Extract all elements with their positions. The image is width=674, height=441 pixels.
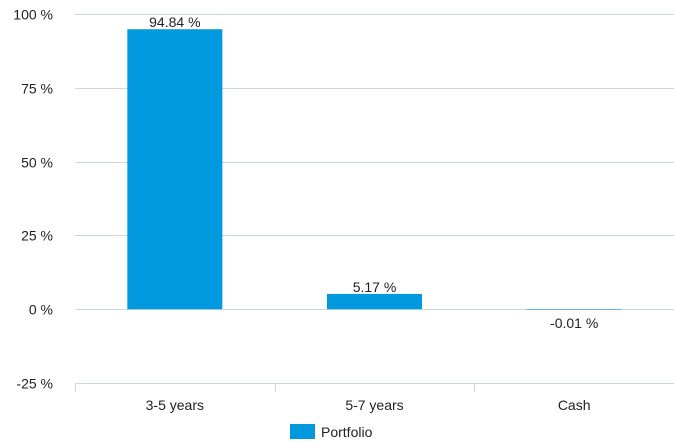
bar-cash[interactable]	[526, 309, 622, 310]
y-tick-label: -25 %	[16, 376, 53, 392]
y-tick-label: 25 %	[21, 228, 53, 244]
data-label: 94.84 %	[149, 14, 200, 30]
data-label: -0.01 %	[550, 315, 598, 331]
bar-3-5-years[interactable]	[127, 29, 223, 310]
x-axis: 3-5 years 5-7 years Cash	[75, 383, 591, 413]
y-tick-label: 0 %	[29, 302, 53, 318]
y-tick-label: 50 %	[21, 155, 53, 171]
legend-label: Portfolio	[321, 424, 373, 440]
bars	[127, 29, 622, 310]
legend-swatch	[290, 424, 315, 439]
y-tick-label: 100 %	[13, 7, 53, 23]
data-label: 5.17 %	[353, 279, 397, 295]
y-axis-tick-labels: 100 % 75 % 50 % 25 % 0 % -25 %	[13, 7, 53, 392]
data-labels: 94.84 % 5.17 % -0.01 %	[149, 14, 598, 331]
x-category-label: 3-5 years	[146, 397, 204, 413]
bar-5-7-years[interactable]	[327, 293, 422, 310]
x-category-label: Cash	[558, 397, 591, 413]
y-tick-label: 75 %	[21, 81, 53, 97]
legend: Portfolio	[290, 424, 373, 440]
x-category-label: 5-7 years	[345, 397, 403, 413]
